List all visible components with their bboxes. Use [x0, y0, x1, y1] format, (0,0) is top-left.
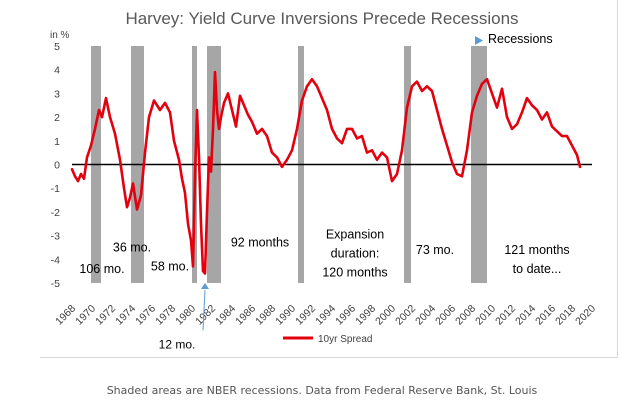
x-tick-label: 1998 — [353, 303, 378, 328]
x-tick-label: 2008 — [453, 303, 478, 328]
recessions-label: Recessions — [488, 32, 553, 46]
duration-annotation: 12 mo. — [159, 338, 196, 352]
y-tick-label: 2 — [54, 112, 60, 124]
x-tick-label: 2004 — [413, 303, 438, 328]
y-tick-label: -2 — [51, 207, 60, 219]
x-tick-label: 1996 — [333, 303, 358, 328]
x-tick-label: 1970 — [73, 303, 98, 328]
duration-annotation: 106 mo. — [79, 262, 124, 276]
x-tick-label: 2016 — [533, 303, 558, 328]
x-tick-label: 1994 — [313, 303, 338, 328]
pointer-line — [202, 290, 206, 331]
duration-annotation: duration: — [331, 246, 380, 260]
duration-annotation: 92 months — [231, 236, 289, 250]
y-tick-label: 1 — [54, 136, 60, 148]
x-tick-label: 1988 — [253, 303, 278, 328]
y-tick-label: 5 — [54, 41, 60, 53]
chart-title: Harvey: Yield Curve Inversions Precede R… — [125, 9, 518, 28]
duration-annotation: 120 months — [322, 265, 387, 279]
recessions-marker-icon — [475, 36, 483, 45]
duration-annotation: 73 mo. — [416, 243, 454, 257]
x-tick-label: 1980 — [173, 303, 198, 328]
spread-line — [70, 70, 582, 275]
pointer-arrow-icon — [201, 283, 209, 289]
duration-annotation: 121 months — [504, 243, 569, 257]
x-tick-label: 2020 — [573, 303, 598, 328]
x-tick-label: 2006 — [433, 303, 458, 328]
x-tick-label: 1982 — [193, 303, 218, 328]
x-tick-label: 2002 — [393, 303, 418, 328]
x-tick-label: 2010 — [473, 303, 498, 328]
chart-caption: Shaded areas are NBER recessions. Data f… — [106, 384, 538, 397]
x-tick-label: 2018 — [553, 303, 578, 328]
y-tick-label: -3 — [51, 231, 60, 243]
y-tick-label: -5 — [51, 278, 60, 290]
legend-label: 10yr Spread — [318, 334, 372, 345]
y-tick-label: 0 — [54, 160, 60, 172]
x-tick-label: 1990 — [273, 303, 298, 328]
x-tick-label: 1992 — [293, 303, 318, 328]
duration-annotation: Expansion — [326, 227, 384, 241]
x-tick-label: 1972 — [93, 303, 118, 328]
y-tick-label: -1 — [51, 183, 60, 195]
y-tick-label: -4 — [51, 254, 60, 266]
duration-annotation: 36 mo. — [113, 240, 151, 254]
duration-annotation: to date... — [513, 262, 562, 276]
x-tick-label: 2012 — [493, 303, 518, 328]
x-tick-label: 2014 — [513, 303, 538, 328]
x-tick-label: 1986 — [233, 303, 258, 328]
y-tick-label: 4 — [54, 65, 60, 77]
x-tick-label: 1974 — [113, 303, 138, 328]
x-tick-label: 1976 — [133, 303, 158, 328]
x-tick-label: 1984 — [213, 303, 238, 328]
y-unit-label: in % — [50, 30, 70, 41]
duration-annotation: 58 mo. — [151, 259, 189, 273]
chart-frame — [40, 0, 618, 358]
x-tick-label: 1978 — [153, 303, 178, 328]
x-tick-label: 1968 — [53, 303, 78, 328]
y-tick-label: 3 — [54, 88, 60, 100]
x-tick-label: 2000 — [373, 303, 398, 328]
